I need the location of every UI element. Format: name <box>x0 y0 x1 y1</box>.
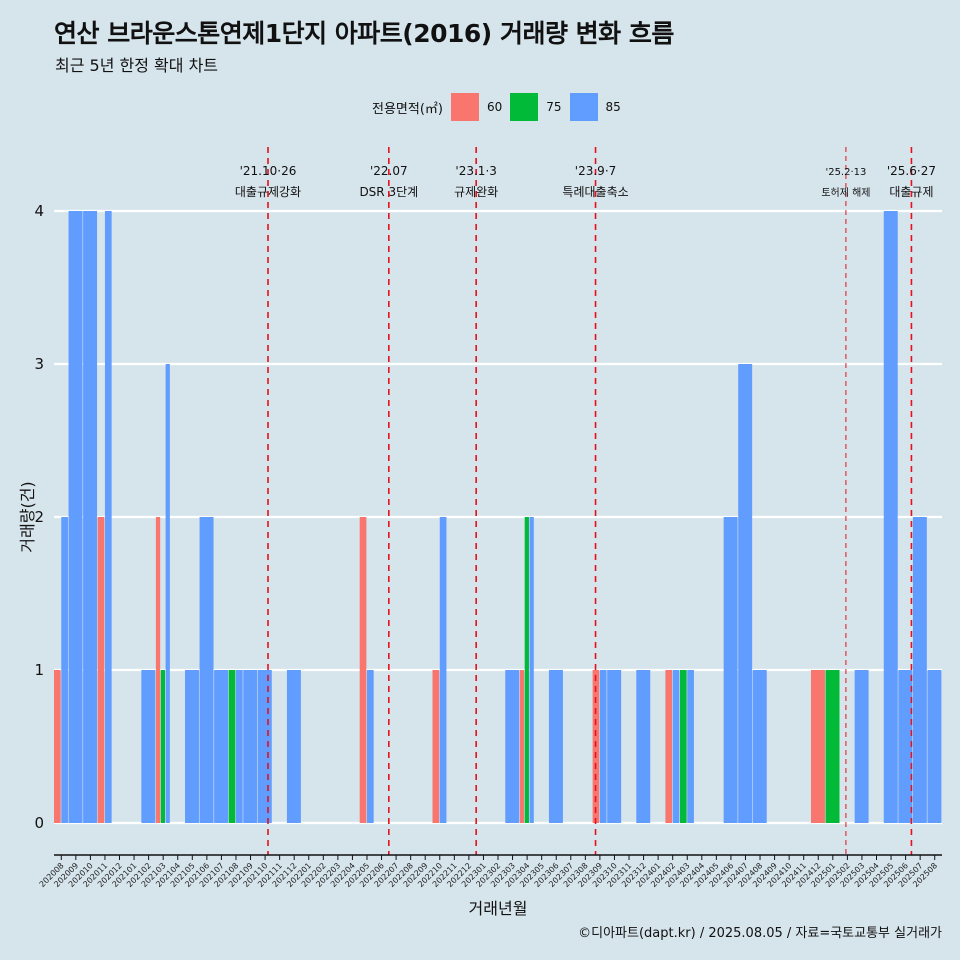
annotation-date-0: '21.10·26 <box>240 164 297 178</box>
annotation-date-4: '25.2·13 <box>825 167 866 178</box>
annotation-date-3: '23.9·7 <box>575 164 616 178</box>
chart-title: 연산 브라운스톤연제1단지 아파트(2016) 거래량 변화 흐름 <box>54 19 674 48</box>
bar-202205-60 <box>359 517 367 823</box>
y-tick-label-3: 3 <box>34 355 44 373</box>
legend-label-75: 75 <box>546 100 562 114</box>
y-axis-title: 거래량(건) <box>18 481 37 552</box>
bar-202102-85 <box>141 670 156 823</box>
bar-202309-85 <box>599 670 607 823</box>
caption: ©디아파트(dapt.kr) / 2025.08.05 / 자료=국토교통부 실… <box>578 926 942 941</box>
axis-layer: 0123420200820200920201020201120201220210… <box>34 202 942 889</box>
bar-202105-85 <box>185 670 199 823</box>
bar-202010-85 <box>83 211 98 823</box>
legend-item-60: 60 <box>450 93 503 121</box>
bar-202103-75 <box>160 670 166 823</box>
bar-202011-85 <box>104 211 112 823</box>
bar-202508-85 <box>927 670 942 823</box>
bar-202008-85 <box>61 517 68 823</box>
annotation-label-0: 대출규제강화 <box>235 185 301 199</box>
y-tick-label-4: 4 <box>34 202 44 220</box>
bar-202402-85 <box>672 670 680 823</box>
bar-202506-85 <box>898 670 913 823</box>
annotation-label-5: 대출규제 <box>889 185 933 199</box>
bar-202406-85 <box>723 517 738 823</box>
bar-202009-85 <box>68 211 83 823</box>
chart-subtitle: 최근 5년 한정 확대 차트 <box>55 56 219 75</box>
bar-202011-60 <box>97 517 105 823</box>
legend-label-60: 60 <box>486 100 503 114</box>
y-tick-label-0: 0 <box>34 814 44 832</box>
annotation-label-1: DSR 3단계 <box>359 185 418 199</box>
legend-key-75 <box>510 93 539 121</box>
bar-202507-85 <box>912 517 927 823</box>
annotation-date-2: '23.1·3 <box>455 164 496 178</box>
bar-202106-85 <box>199 517 214 823</box>
y-tick-label-1: 1 <box>34 661 44 679</box>
bar-202306-85 <box>548 670 563 823</box>
bar-202112-85 <box>286 670 301 823</box>
bar-202103-60 <box>155 517 161 823</box>
bar-202412-60 <box>810 670 825 823</box>
bar-202108-85 <box>235 670 243 823</box>
bar-202312-85 <box>636 670 651 823</box>
legend-title: 전용면적(㎡) <box>372 101 443 117</box>
bar-202205-85 <box>366 670 374 823</box>
bar-202407-85 <box>738 364 753 823</box>
bar-202403-85 <box>687 670 694 823</box>
annotation-label-3: 특례대출축소 <box>562 185 628 199</box>
bar-202210-85 <box>439 517 447 823</box>
annotation-date-5: '25.6·27 <box>887 164 936 178</box>
bar-202103-85 <box>165 364 170 823</box>
bar-202109-85 <box>243 670 258 823</box>
bar-202210-60 <box>432 670 440 823</box>
bar-202402-60 <box>665 670 673 823</box>
legend-key-60 <box>450 93 479 121</box>
bar-202503-85 <box>854 670 869 823</box>
bar-202008-60 <box>54 670 61 823</box>
legend-item-85: 85 <box>569 93 621 121</box>
y-tick-label-2: 2 <box>34 508 44 526</box>
bar-202304-85 <box>529 517 534 823</box>
legend-label-85: 85 <box>605 100 621 114</box>
legend-key-85 <box>569 93 598 121</box>
bar-202107-85 <box>214 670 229 823</box>
bar-202110-85 <box>257 670 272 823</box>
bar-202408-85 <box>752 670 767 823</box>
bar-layer <box>54 211 942 823</box>
annotation-layer: '21.10·26 대출규제강화 '22.07 DSR 3단계 '23.1·3 규제완화 '… <box>235 147 936 855</box>
annotation-label-4: 토허제 해제 <box>821 186 870 199</box>
annotation-date-1: '22.07 <box>370 164 408 178</box>
annotation-label-2: 규제완화 <box>454 185 498 199</box>
bar-202403-75 <box>679 670 687 823</box>
legend: 전용면적(㎡) 60 75 85 <box>372 93 629 121</box>
bar-202310-85 <box>607 670 622 823</box>
bar-202304-75 <box>524 517 529 823</box>
legend-item-75: 75 <box>510 93 562 121</box>
bar-202505-85 <box>883 211 898 823</box>
x-axis-title: 거래년월 <box>469 899 528 918</box>
bar-202108-75 <box>228 670 236 823</box>
bar-202501-75 <box>825 670 840 823</box>
bar-202303-85 <box>505 670 520 823</box>
bar-202304-60 <box>519 670 525 823</box>
